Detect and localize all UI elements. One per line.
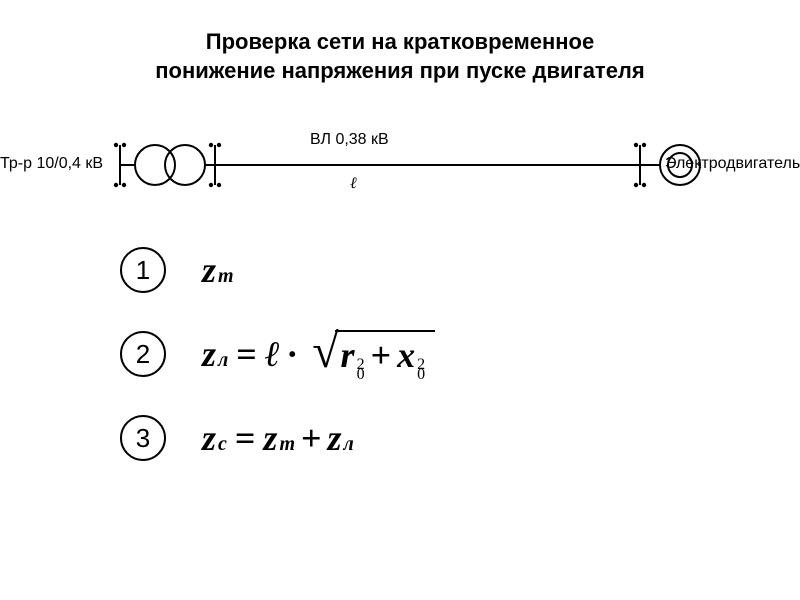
busbar-left-breaker-bl bbox=[114, 183, 118, 187]
formula-list: 1 zт 2 zл = ℓ · √ r20 + x20 3 zс = bbox=[0, 235, 800, 473]
formula-row-1: 1 zт bbox=[120, 235, 800, 305]
formula-number-3: 3 bbox=[120, 415, 166, 461]
line-label: ВЛ 0,38 кВ bbox=[310, 131, 389, 149]
busbar-left-breaker-tl bbox=[114, 143, 118, 147]
busbar-left-breaker-tr bbox=[122, 143, 126, 147]
title: Проверка сети на кратковременное понижен… bbox=[0, 0, 800, 85]
formula-1: zт bbox=[202, 249, 234, 291]
formula-2: zл = ℓ · √ r20 + x20 bbox=[202, 330, 435, 378]
transformer-icon-secondary bbox=[165, 145, 205, 185]
title-line-2: понижение напряжения при пуске двигателя bbox=[155, 58, 645, 83]
formula-row-2: 2 zл = ℓ · √ r20 + x20 bbox=[120, 319, 800, 389]
formula-3: zс = zт + zл bbox=[202, 417, 354, 459]
transformer-icon-primary bbox=[135, 145, 175, 185]
transformer-label: Тр-р 10/0,4 кВ bbox=[0, 155, 103, 173]
formula-number-1: 1 bbox=[120, 247, 166, 293]
length-symbol: ℓ bbox=[350, 175, 357, 193]
formula-number-2: 2 bbox=[120, 331, 166, 377]
formula-row-3: 3 zс = zт + zл bbox=[120, 403, 800, 473]
title-line-1: Проверка сети на кратковременное bbox=[206, 29, 594, 54]
motor-label: Электродвигатель bbox=[665, 155, 800, 173]
sqrt-icon: √ r20 + x20 bbox=[312, 330, 435, 378]
circuit-diagram: Тр-р 10/0,4 кВ ВЛ 0,38 кВ ℓ Электродвига… bbox=[0, 125, 800, 205]
busbar-left-breaker-br bbox=[122, 183, 126, 187]
